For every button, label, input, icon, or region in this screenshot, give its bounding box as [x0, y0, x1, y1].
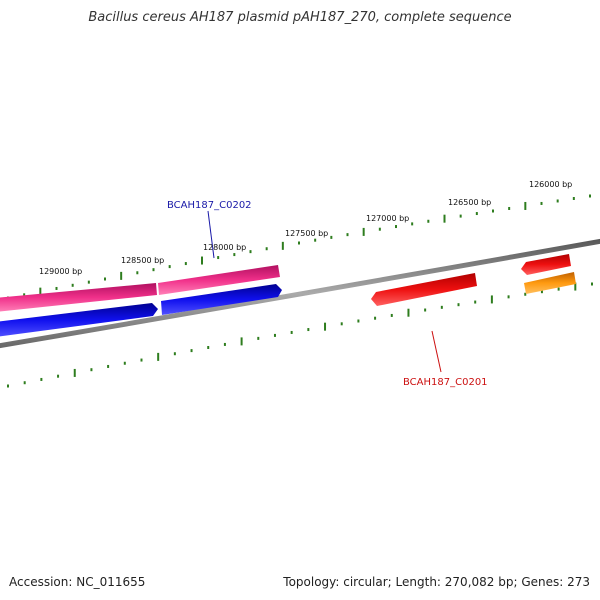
tick-label-126000: 126000 bp	[529, 180, 572, 189]
tick-label-128000: 128000 bp	[203, 243, 246, 252]
tick-label-128500: 128500 bp	[121, 256, 164, 265]
gene-label-bcah187-c0202[interactable]: BCAH187_C0202	[167, 200, 252, 211]
tick-label-127500: 127500 bp	[285, 229, 328, 238]
topology-summary-text: Topology: circular; Length: 270,082 bp; …	[283, 575, 590, 589]
gene-blue-right[interactable]	[161, 284, 282, 315]
gene-pink-right[interactable]	[158, 265, 280, 295]
tick-label-126500: 126500 bp	[448, 198, 491, 207]
gene-red-bcah187-c0201[interactable]	[371, 273, 477, 306]
tick-label-127000: 127000 bp	[366, 214, 409, 223]
lower-tick-row	[7, 282, 593, 388]
gene-pink-left[interactable]	[0, 283, 157, 312]
accession-text: Accession: NC_011655	[9, 575, 146, 589]
sequence-backbone	[0, 238, 600, 349]
tick-label-129000: 129000 bp	[39, 267, 82, 276]
gene-orange-right[interactable]	[524, 272, 576, 294]
upper-tick-row	[7, 194, 591, 300]
gene-upper-leader-line	[207, 210, 215, 259]
gene-lower-leader-line	[431, 330, 442, 373]
gene-blue-left[interactable]	[0, 303, 158, 337]
gene-label-bcah187-c0201[interactable]: BCAH187_C0201	[403, 377, 488, 388]
gene-red-right[interactable]	[521, 254, 571, 275]
map-title: Bacillus cereus AH187 plasmid pAH187_270…	[88, 10, 512, 25]
